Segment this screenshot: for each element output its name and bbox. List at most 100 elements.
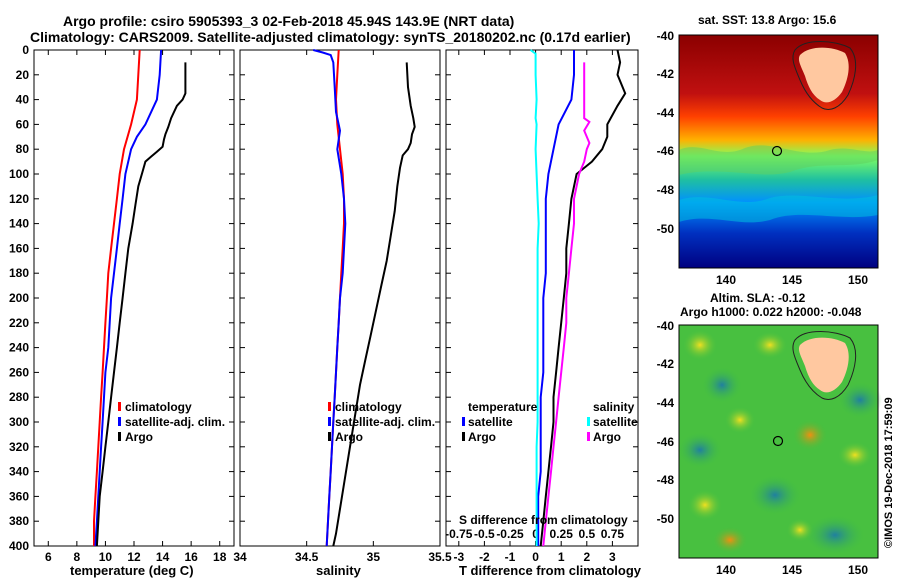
difference-plot: -3 -2 -1 0 1 2 3-0.75 -0.5 -0.25 0 0.25 0.5 0.75 (445, 49, 638, 564)
difference-legend-salinity: salinity satellite Argo (587, 400, 638, 444)
y-tick-label: 360 (9, 489, 29, 503)
x-tick-label-secondary: 0.75 (601, 527, 625, 541)
tasmania-outline-sst (792, 41, 857, 110)
sla-xtick: 145 (782, 563, 802, 577)
x-tick-label-secondary: 0.5 (578, 527, 595, 541)
legend-t-argo: Argo (468, 430, 496, 444)
legend-argo: Argo (125, 430, 153, 444)
x-tick-label: 6 (45, 550, 52, 564)
sst-ytick: -46 (657, 144, 675, 158)
series-line-s-satellite (529, 49, 540, 546)
y-tick-label: 280 (9, 390, 29, 404)
sst-ytick: -44 (657, 106, 675, 120)
sst-map-axes: -40 -42 -44 -46 -48 -50 140 145 150 (657, 29, 869, 287)
y-tick-label: 340 (9, 465, 29, 479)
x-tick-label: 34.5 (295, 550, 319, 564)
argo-location-marker (771, 145, 783, 157)
temperature-plot: 0 20 40 60 80 100 120 140 160 180 200 220 240 260 280 3… (9, 43, 234, 564)
salinity-xlabel: salinity (316, 563, 362, 578)
legend-satellite-adj: satellite-adj. clim. (125, 415, 225, 429)
y-tick-label: 220 (9, 316, 29, 330)
x-tick-label: 1 (558, 550, 565, 564)
series-line-t-satellite (537, 50, 575, 546)
sst-ytick: -50 (657, 222, 675, 236)
legend-salinity-title: salinity (593, 400, 635, 414)
y-tick-label: 100 (9, 167, 29, 181)
y-tick-label: 260 (9, 365, 29, 379)
x-tick-label: -2 (479, 550, 490, 564)
x-tick-label: 16 (184, 550, 198, 564)
y-tick-label: 60 (16, 117, 30, 131)
x-tick-label: 10 (99, 550, 113, 564)
temperature-xlabel: temperature (deg C) (70, 563, 194, 578)
sla-map (678, 324, 882, 559)
x-tick-label: 35 (367, 550, 381, 564)
sla-xtick: 140 (716, 563, 736, 577)
x-tick-label: -3 (453, 550, 464, 564)
y-tick-label: 240 (9, 341, 29, 355)
x-tick-label-secondary: -0.5 (474, 527, 495, 541)
sla-ytick: -42 (657, 357, 675, 371)
series-line-satellite-adj-clim- (94, 49, 163, 547)
sst-xtick: 140 (716, 273, 736, 287)
sst-ytick: -42 (657, 67, 675, 81)
legend-argo: Argo (335, 430, 363, 444)
sla-ytick: -44 (657, 396, 675, 410)
header-line2: Climatology: CARS2009. Satellite-adjuste… (30, 29, 631, 45)
series-line-t-argo (539, 49, 627, 547)
legend-s-satellite: satellite (593, 415, 638, 429)
sst-map (678, 34, 879, 269)
x-tick-label: 18 (213, 550, 227, 564)
imos-credit: ©IMOS 19-Dec-2018 17:59:09 (883, 397, 895, 548)
sla-ytick: -40 (657, 319, 675, 333)
sst-map-title: sat. SST: 13.8 Argo: 15.6 (698, 13, 837, 27)
y-tick-label: 400 (9, 539, 29, 553)
argo-location-marker (772, 435, 784, 447)
salinity-plot: 34 34.5 35 35.5 (233, 49, 452, 564)
x-tick-label: -1 (505, 550, 516, 564)
legend-s-argo: Argo (593, 430, 621, 444)
temperature-legend: climatology satellite-adj. clim. Argo (118, 400, 225, 444)
sst-ytick: -48 (657, 183, 675, 197)
sla-map-title2: Argo h1000: 0.022 h2000: -0.048 (680, 305, 862, 319)
x-tick-label-secondary: -0.25 (496, 527, 524, 541)
difference-xlabel: T difference from climatology (459, 563, 642, 578)
x-tick-label: 8 (74, 550, 81, 564)
sla-xtick: 150 (848, 563, 868, 577)
y-tick-label: 200 (9, 291, 29, 305)
y-tick-label: 380 (9, 514, 29, 528)
series-line-satellite-adj-clim- (313, 49, 347, 547)
series-line-argo (332, 62, 416, 547)
legend-t-satellite: satellite (468, 415, 513, 429)
y-tick-label: 180 (9, 266, 29, 280)
x-tick-label: 14 (156, 550, 170, 564)
y-tick-label: 300 (9, 415, 29, 429)
temperature-panel-frame (33, 49, 235, 547)
x-tick-label: 34 (233, 550, 247, 564)
x-tick-label: 12 (127, 550, 141, 564)
y-tick-label: 120 (9, 192, 29, 206)
sla-map-axes: -40 -42 -44 -46 -48 -50 140 145 150 (657, 319, 869, 577)
series-line-climatology (93, 49, 141, 546)
y-tick-label: 160 (9, 241, 29, 255)
header-line1: Argo profile: csiro 5905393_3 02-Feb-201… (63, 13, 514, 29)
salinity-legend: climatology satellite-adj. clim. Argo (328, 400, 435, 444)
x-tick-label-secondary: -0.75 (445, 527, 473, 541)
sla-ytick: -48 (657, 473, 675, 487)
x-tick-label: 35.5 (428, 550, 452, 564)
x-tick-label: 3 (609, 550, 616, 564)
sla-ytick: -50 (657, 512, 675, 526)
difference-panel-frame (445, 49, 639, 547)
y-tick-label: 80 (16, 142, 30, 156)
legend-climatology: climatology (125, 400, 192, 414)
sla-ytick: -46 (657, 435, 675, 449)
y-tick-label: 40 (16, 93, 30, 107)
sst-ytick: -40 (657, 29, 675, 43)
sla-map-title1: Altim. SLA: -0.12 (710, 291, 806, 305)
tasmania-land-sla (798, 337, 849, 393)
y-tick-label: 0 (22, 43, 29, 57)
x-tick-label: 0 (532, 550, 539, 564)
legend-satellite-adj: satellite-adj. clim. (335, 415, 435, 429)
tasmania-land-sst (798, 47, 849, 103)
sst-xtick: 145 (782, 273, 802, 287)
